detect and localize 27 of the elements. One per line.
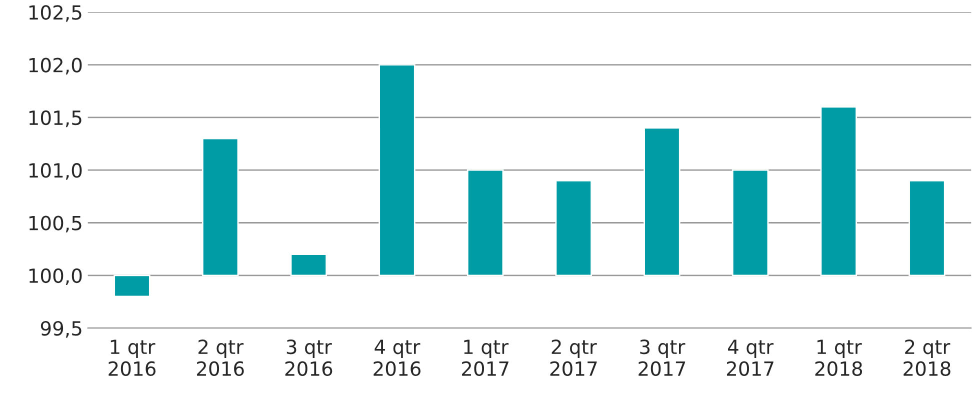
bar: [202, 138, 239, 276]
y-tick-label: 99,5: [40, 321, 82, 338]
x-tick-label: 2 qtr 2018: [904, 340, 950, 376]
x-tick-label: 1 qtr 2018: [815, 340, 862, 376]
bar: [820, 106, 857, 276]
y-tick-label: 102,5: [29, 5, 82, 22]
bar: [466, 169, 504, 276]
bar: [908, 180, 946, 276]
x-tick-label: 3 qtr 2017: [638, 340, 686, 376]
y-tick-label: 102,0: [29, 58, 82, 74]
bar: [114, 274, 150, 298]
y-tick-label: 100,5: [29, 216, 82, 232]
bar: [378, 64, 416, 276]
x-tick-label: 4 qtr 2016: [374, 340, 421, 376]
x-tick-label: 2 qtr 2016: [197, 340, 244, 376]
bar: [290, 254, 328, 276]
x-tick-label: 3 qtr 2016: [285, 340, 332, 376]
x-tick-label: 1 qtr 2016: [108, 340, 156, 376]
bar: [732, 169, 769, 276]
y-tick-label: 101,5: [29, 110, 82, 128]
bar: [555, 180, 592, 276]
x-tick-label: 1 qtr 2017: [462, 340, 509, 376]
bar: [644, 127, 680, 276]
x-tick-label: 4 qtr 2017: [726, 340, 774, 376]
y-tick-label: 101,0: [29, 163, 82, 180]
x-tick-label: 2 qtr 2017: [550, 340, 597, 376]
y-tick-label: 100,0: [29, 268, 82, 286]
